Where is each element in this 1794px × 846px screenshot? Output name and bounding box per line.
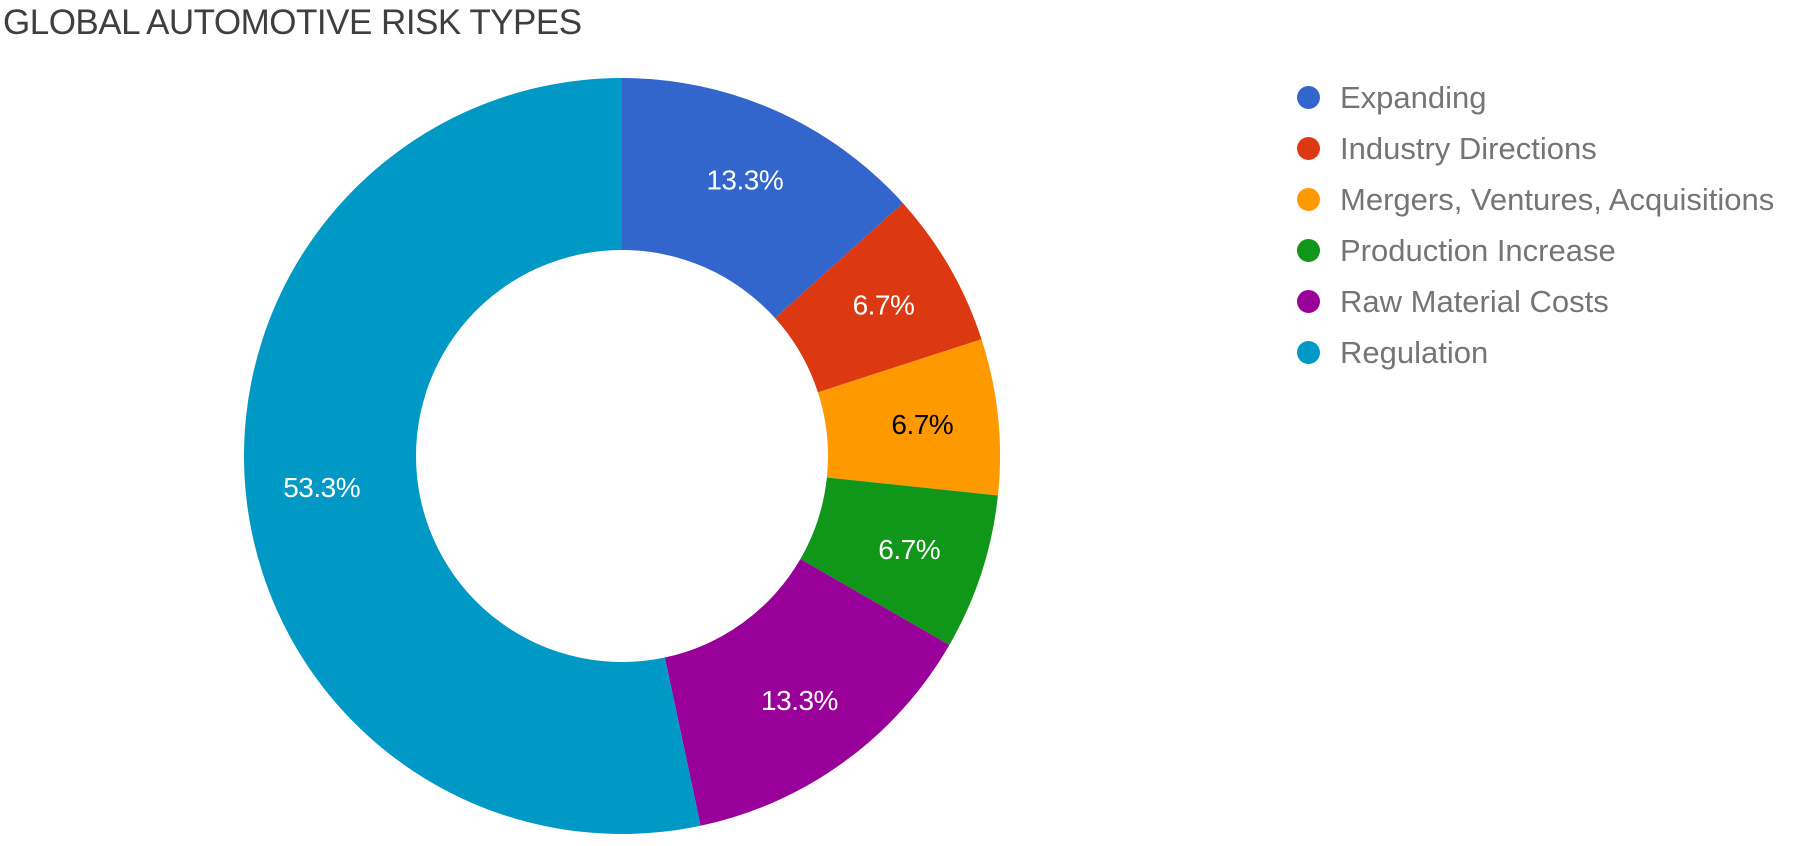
legend-label-expanding: Expanding	[1340, 79, 1487, 115]
legend-item-expanding[interactable]: Expanding	[1297, 79, 1774, 115]
legend-label-mergers-ventures-acquisitions: Mergers, Ventures, Acquisitions	[1340, 181, 1775, 217]
pie-slice-regulation[interactable]	[244, 78, 701, 834]
legend-swatch-expanding	[1297, 86, 1320, 109]
pie-slice-production-increase[interactable]	[800, 477, 998, 645]
legend-label-raw-material-costs: Raw Material Costs	[1340, 283, 1609, 319]
slice-label-expanding: 13.3%	[706, 165, 783, 196]
legend-item-regulation[interactable]: Regulation	[1297, 334, 1774, 370]
legend-item-raw-material-costs[interactable]: Raw Material Costs	[1297, 283, 1774, 319]
legend-swatch-mergers-ventures-acquisitions	[1297, 188, 1320, 211]
legend-swatch-regulation	[1297, 341, 1320, 364]
legend-item-production-increase[interactable]: Production Increase	[1297, 232, 1774, 268]
slice-label-industry-directions: 6.7%	[853, 290, 915, 321]
pie-slice-expanding[interactable]	[622, 78, 903, 319]
legend-swatch-production-increase	[1297, 239, 1320, 262]
chart-title: GLOBAL AUTOMOTIVE RISK TYPES	[3, 3, 582, 42]
legend-swatch-industry-directions	[1297, 137, 1320, 160]
legend-label-production-increase: Production Increase	[1340, 232, 1616, 268]
legend-swatch-raw-material-costs	[1297, 290, 1320, 313]
legend-item-industry-directions[interactable]: Industry Directions	[1297, 130, 1774, 166]
legend-item-mergers-ventures-acquisitions[interactable]: Mergers, Ventures, Acquisitions	[1297, 181, 1775, 217]
slice-label-raw-material-costs: 13.3%	[761, 685, 838, 716]
pie-slice-raw-material-costs[interactable]	[664, 559, 950, 826]
pie-slice-industry-directions[interactable]	[775, 203, 982, 393]
legend-label-industry-directions: Industry Directions	[1340, 130, 1597, 166]
slice-label-production-increase: 6.7%	[878, 534, 940, 565]
slice-label-regulation: 53.3%	[283, 472, 360, 503]
chart-legend: Expanding Industry Directions Mergers, Ven…	[1297, 79, 1775, 387]
slice-label-mergers-ventures-acquisitions: 6.7%	[891, 409, 953, 440]
pie-slice-mergers-ventures-acquisitions[interactable]	[817, 339, 1001, 496]
legend-label-regulation: Regulation	[1340, 334, 1489, 370]
